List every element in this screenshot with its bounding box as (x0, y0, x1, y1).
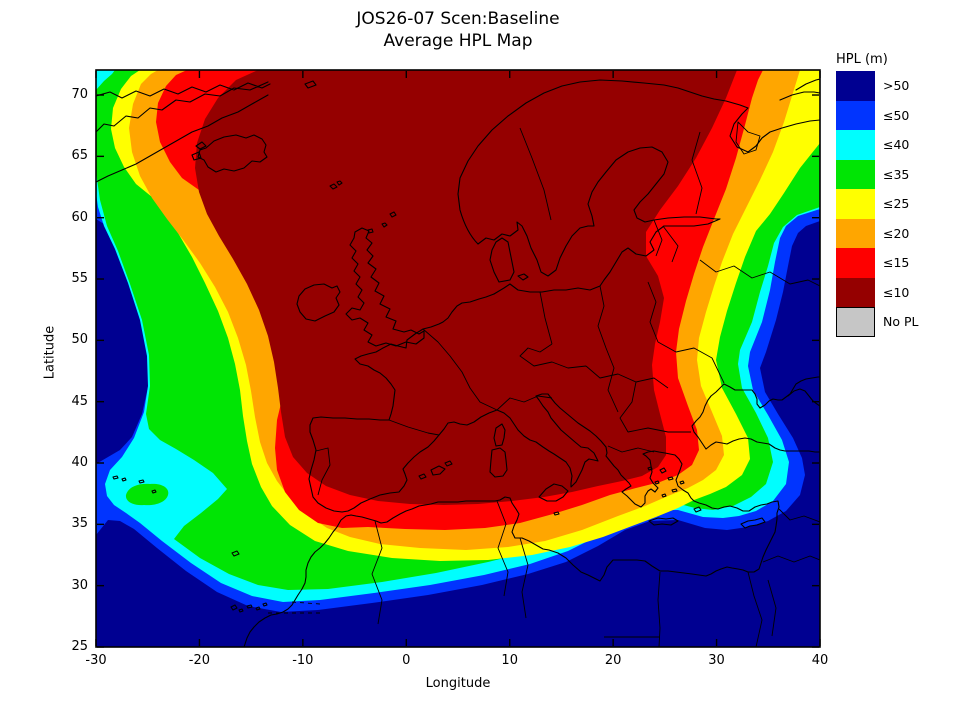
legend-label: No PL (883, 314, 919, 330)
legend-label: ≤40 (883, 137, 910, 153)
coastline-islands (112, 423, 766, 613)
legend-swatch-5 (836, 189, 875, 219)
x-tick-label: 10 (501, 653, 518, 668)
y-tick-label: 35 (71, 516, 88, 532)
legend-title: HPL (m) (836, 52, 888, 67)
legend-label: ≤35 (883, 166, 910, 182)
legend-swatch-7 (836, 248, 875, 278)
legend-label: ≤25 (883, 196, 910, 212)
legend-row: ≤15 (836, 248, 918, 278)
border-dashed (268, 601, 322, 614)
contour-bands (96, 70, 820, 647)
legend-label: ≤50 (883, 107, 910, 123)
band-azores-island (125, 483, 169, 506)
coastline-black-sea (691, 376, 820, 453)
x-tick-label: 40 (811, 653, 829, 668)
coastline-greenland (96, 81, 271, 183)
x-tick-label: 30 (708, 653, 725, 668)
legend-row: ≤25 (836, 189, 918, 219)
chart-title-line2: Average HPL Map (383, 31, 533, 51)
coastline-iceland (191, 80, 397, 234)
y-tick-label: 25 (71, 639, 88, 654)
legend: HPL (m) >50 ≤50 ≤40 ≤35 ≤25 ≤20 ≤15 ≤10 No PL (836, 52, 918, 337)
band-le10 (195, 70, 737, 505)
plot-frame (95, 69, 821, 648)
x-tick-label: 0 (402, 653, 411, 668)
legend-swatch-4 (836, 159, 875, 189)
y-tick-label: 70 (71, 87, 88, 103)
y-tick-label: 50 (71, 332, 88, 348)
x-tick-label: -30 (85, 653, 107, 668)
legend-label: >50 (883, 78, 910, 94)
coastline-scandinavia (457, 78, 820, 295)
legend-swatch-2 (836, 100, 875, 130)
y-tick-label: 40 (71, 455, 88, 470)
legend-swatch-9 (836, 307, 875, 337)
coastlines (96, 78, 820, 647)
border-lines (315, 121, 820, 647)
x-tick-label: 20 (604, 653, 622, 668)
y-tick-label: 55 (71, 271, 88, 286)
coastline-mainland (243, 293, 780, 647)
legend-row: ≤50 (836, 100, 918, 130)
x-tick-label: -20 (188, 653, 211, 668)
legend-row: ≤10 (836, 277, 918, 307)
legend-swatch-1 (836, 71, 875, 101)
legend-label: ≤15 (883, 255, 910, 271)
coastline-british-isles (296, 227, 425, 347)
legend-items: >50 ≤50 ≤40 ≤35 ≤25 ≤20 ≤15 ≤10 No PL (836, 71, 918, 337)
legend-label: ≤10 (883, 284, 910, 300)
legend-swatch-6 (836, 218, 875, 248)
y-tick-label: 60 (71, 209, 88, 225)
legend-swatch-3 (836, 130, 875, 160)
legend-row: >50 (836, 71, 918, 101)
y-axis-label: Latitude (42, 325, 58, 380)
y-tick-label: 45 (71, 393, 88, 409)
legend-label: ≤20 (883, 225, 910, 241)
country-borders (268, 121, 820, 647)
legend-row: ≤35 (836, 159, 918, 189)
x-axis-label: Longitude (425, 676, 491, 691)
y-tick-label: 30 (71, 577, 88, 593)
y-tick-label: 65 (71, 148, 88, 164)
chart-title-line1: JOS26-07 Scen:Baseline (356, 9, 560, 29)
legend-row: No PL (836, 307, 918, 337)
chart-title: JOS26-07 Scen:Baseline Average HPL Map (96, 8, 820, 52)
x-tick-label: -10 (292, 653, 314, 668)
legend-row: ≤40 (836, 130, 918, 160)
legend-row: ≤20 (836, 218, 918, 248)
legend-swatch-8 (836, 277, 875, 307)
